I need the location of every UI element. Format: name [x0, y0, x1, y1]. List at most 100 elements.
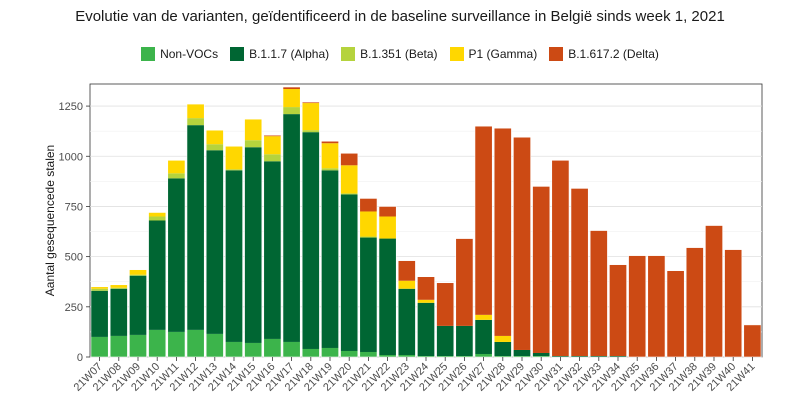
bar-segment: [474, 126, 493, 315]
bar-segment: [590, 355, 608, 357]
y-tick-label: 1000: [59, 151, 83, 163]
bar-segment: [148, 329, 166, 357]
y-tick-label: 0: [77, 352, 83, 364]
bar-segment: [110, 288, 128, 336]
bar-segment: [628, 255, 646, 357]
bar-segment: [494, 128, 512, 336]
bar-segment: [321, 168, 339, 171]
y-tick-label: 750: [65, 201, 83, 213]
bar-segment: [282, 89, 301, 108]
bar-segment: [244, 147, 262, 343]
bar-segment: [609, 264, 627, 356]
bar-segment: [321, 347, 339, 357]
legend-item-gamma: P1 (Gamma): [449, 47, 538, 61]
bar-segment: [551, 160, 570, 356]
bar-segment: [513, 355, 531, 357]
bar-segment: [378, 206, 397, 217]
bar-segment: [302, 132, 320, 349]
bar-segment: [244, 119, 262, 141]
bar-segment: [302, 130, 320, 133]
bar-segment: [206, 150, 224, 334]
bar-segment: [225, 146, 243, 170]
bar-segment: [532, 352, 550, 356]
bar-segment: [302, 348, 320, 357]
bar-segment: [494, 335, 512, 342]
bar-segment: [129, 269, 147, 275]
bar-segment: [359, 211, 378, 237]
y-tick-label: 500: [65, 252, 83, 264]
legend-label: P1 (Gamma): [468, 47, 538, 61]
chart-title: Evolutie van de varianten, geïdentificee…: [75, 8, 725, 25]
bar-segment: [340, 165, 358, 194]
bar-segment: [263, 154, 282, 162]
bar-segment: [570, 188, 589, 356]
legend-item-delta: B.1.617.2 (Delta): [549, 47, 659, 61]
legend-swatch: [549, 47, 564, 61]
legend-swatch: [141, 47, 156, 61]
bar-segment: [513, 137, 531, 350]
bar-segment: [340, 153, 358, 166]
bar-segment: [167, 331, 186, 357]
bar-segment: [436, 282, 454, 326]
legend-swatch: [341, 47, 356, 61]
bar-segment: [743, 324, 762, 357]
bar-segment: [474, 319, 493, 354]
bar-segment: [666, 270, 685, 357]
bar-segment: [129, 275, 147, 335]
legend-label: B.1.1.7 (Alpha): [249, 47, 330, 61]
bar-segment: [532, 186, 550, 353]
bar-segment: [167, 173, 186, 179]
bar-segment: [110, 287, 128, 289]
bar-segment: [398, 280, 416, 289]
bar-segment: [378, 354, 397, 357]
bar-segment: [148, 220, 166, 330]
bar-segment: [436, 325, 454, 356]
bar-segment: [532, 355, 550, 357]
bar-segment: [398, 354, 416, 357]
bar-segment: [359, 351, 378, 357]
bar-segment: [455, 355, 474, 357]
y-axis-label: Aantal gesequencede stalen: [43, 145, 57, 296]
bar-segment: [90, 290, 109, 337]
y-tick-label: 1250: [59, 101, 83, 113]
bar-segment: [417, 276, 435, 300]
bar-segment: [263, 338, 282, 357]
bar-segment: [186, 125, 205, 330]
bar-segment: [398, 260, 416, 281]
bar-segment: [321, 170, 339, 348]
bar-segment: [455, 238, 474, 326]
bar-segment: [282, 341, 301, 357]
bar-segment: [705, 225, 723, 357]
bar-segment: [302, 102, 320, 104]
bar-segment: [244, 342, 262, 357]
bar-segment: [129, 274, 147, 276]
bar-segment: [570, 355, 589, 357]
bar-segment: [263, 135, 282, 137]
bar-segment: [110, 335, 128, 357]
bar-segment: [359, 236, 378, 238]
bar-segment: [417, 355, 435, 357]
bar-segment: [167, 178, 186, 332]
bar-segment: [148, 216, 166, 221]
bar-segment: [282, 87, 301, 90]
bar-segment: [474, 314, 493, 320]
bar-segment: [206, 144, 224, 151]
bar-segment: [436, 355, 454, 357]
legend-swatch: [230, 47, 245, 61]
bar-segment: [244, 140, 262, 148]
bar-segment: [282, 114, 301, 342]
legend-label: B.1.617.2 (Delta): [568, 47, 659, 61]
bar-segment: [321, 141, 339, 144]
bar-segment: [340, 350, 358, 357]
bar-segment: [263, 136, 282, 155]
bar-segment: [513, 349, 531, 356]
bar-segment: [186, 104, 205, 119]
bar-segment: [282, 107, 301, 115]
legend-item-beta: B.1.351 (Beta): [341, 47, 438, 61]
bar-segment: [590, 230, 608, 356]
bar-segment: [90, 336, 109, 357]
bar-segment: [551, 355, 570, 357]
bar-segment: [340, 194, 358, 351]
bar-segment: [90, 288, 109, 291]
bar-segment: [398, 288, 416, 355]
